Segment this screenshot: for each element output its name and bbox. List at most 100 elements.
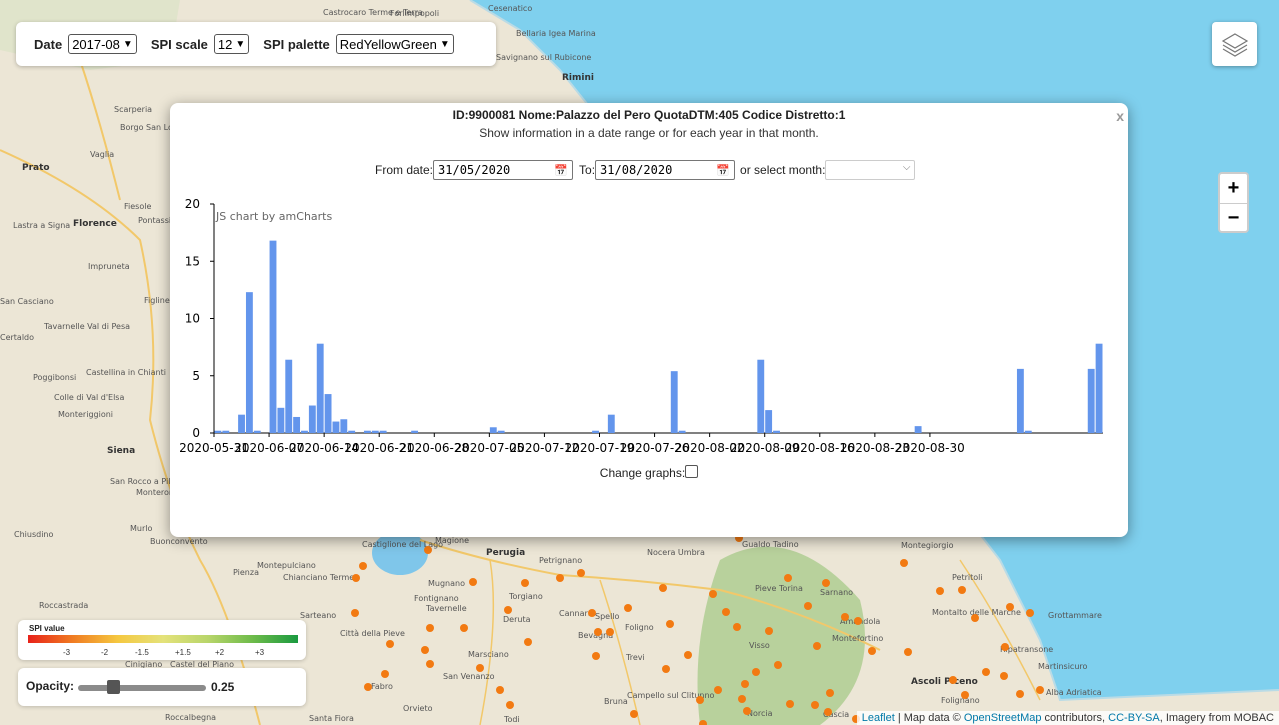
station-marker[interactable] [813, 642, 821, 650]
station-marker[interactable] [699, 720, 707, 725]
bar[interactable] [348, 430, 356, 433]
station-marker[interactable] [496, 686, 504, 694]
station-marker[interactable] [556, 574, 564, 582]
month-select[interactable]: ⌵ [825, 160, 916, 180]
station-marker[interactable] [386, 640, 394, 648]
station-marker[interactable] [460, 624, 468, 632]
bar[interactable] [1087, 368, 1095, 433]
bar[interactable] [607, 414, 615, 433]
station-marker[interactable] [904, 648, 912, 656]
station-marker[interactable] [752, 668, 760, 676]
bar[interactable] [285, 359, 293, 433]
station-marker[interactable] [684, 651, 692, 659]
station-marker[interactable] [738, 695, 746, 703]
bar[interactable] [670, 371, 678, 433]
bar[interactable] [379, 430, 387, 433]
station-marker[interactable] [521, 579, 529, 587]
station-marker[interactable] [421, 646, 429, 654]
station-marker[interactable] [588, 609, 596, 617]
station-marker[interactable] [351, 609, 359, 617]
station-marker[interactable] [824, 708, 832, 716]
station-marker[interactable] [1001, 643, 1009, 651]
station-marker[interactable] [506, 701, 514, 709]
bar[interactable] [773, 430, 780, 433]
spi-scale-select[interactable]: 12 ▼ [213, 34, 250, 54]
station-marker[interactable] [426, 624, 434, 632]
station-marker[interactable] [606, 628, 614, 636]
layers-button[interactable] [1212, 22, 1257, 66]
osm-link[interactable]: OpenStreetMap [963, 712, 1042, 724]
station-marker[interactable] [741, 680, 749, 688]
station-marker[interactable] [786, 700, 794, 708]
station-marker[interactable] [722, 608, 730, 616]
station-marker[interactable] [630, 710, 638, 718]
cc-by-sa-link[interactable]: CC-BY-SA [1108, 712, 1160, 724]
zoom-out-button[interactable]: − [1227, 207, 1240, 229]
station-marker[interactable] [826, 689, 834, 697]
station-marker[interactable] [1000, 672, 1008, 680]
opacity-slider-track[interactable] [78, 685, 206, 691]
station-marker[interactable] [424, 546, 432, 554]
bar[interactable] [245, 292, 253, 433]
station-marker[interactable] [1026, 609, 1034, 617]
station-marker[interactable] [841, 613, 849, 621]
bar[interactable] [411, 430, 419, 433]
station-marker[interactable] [662, 665, 670, 673]
station-marker[interactable] [624, 604, 632, 612]
bar[interactable] [332, 421, 340, 433]
bar[interactable] [497, 430, 505, 433]
bar[interactable] [301, 430, 308, 433]
station-marker[interactable] [504, 606, 512, 614]
station-marker[interactable] [364, 683, 372, 691]
date-select[interactable]: 2017-08 ▼ [68, 34, 137, 54]
station-marker[interactable] [936, 587, 944, 595]
bar[interactable] [316, 343, 324, 433]
bar[interactable] [340, 419, 348, 433]
station-marker[interactable] [811, 701, 819, 709]
station-marker[interactable] [852, 715, 860, 723]
station-marker[interactable] [592, 652, 600, 660]
bar[interactable] [277, 407, 285, 433]
station-marker[interactable] [822, 579, 830, 587]
bar[interactable] [914, 426, 922, 433]
station-marker[interactable] [982, 668, 990, 676]
bar[interactable] [214, 430, 222, 433]
station-marker[interactable] [381, 670, 389, 678]
station-marker[interactable] [709, 590, 717, 598]
bar[interactable] [363, 430, 371, 433]
opacity-slider-thumb[interactable] [107, 680, 120, 694]
from-date-input[interactable]: 31/05/2020 📅 [433, 160, 574, 180]
zoom-in-button[interactable]: + [1220, 174, 1247, 204]
station-marker[interactable] [469, 578, 477, 586]
bar[interactable] [1024, 430, 1032, 433]
bar[interactable] [238, 414, 245, 433]
change-graphs-checkbox[interactable] [685, 465, 699, 478]
bar[interactable] [1095, 343, 1103, 433]
station-marker[interactable] [868, 647, 876, 655]
bar[interactable] [592, 430, 599, 433]
station-marker[interactable] [743, 707, 751, 715]
station-marker[interactable] [352, 574, 360, 582]
bar[interactable] [222, 430, 230, 433]
station-marker[interactable] [524, 638, 532, 646]
station-marker[interactable] [1006, 603, 1014, 611]
bar[interactable] [324, 394, 332, 433]
station-marker[interactable] [659, 584, 667, 592]
station-marker[interactable] [971, 614, 979, 622]
bar[interactable] [1016, 368, 1024, 433]
bar[interactable] [678, 430, 686, 433]
bar[interactable] [765, 410, 773, 433]
station-marker[interactable] [476, 664, 484, 672]
station-marker[interactable] [804, 602, 812, 610]
calendar-icon[interactable]: 📅 [716, 163, 731, 177]
station-marker[interactable] [958, 586, 966, 594]
station-marker[interactable] [961, 691, 969, 699]
station-marker[interactable] [696, 696, 704, 704]
station-marker[interactable] [949, 676, 957, 684]
calendar-icon[interactable]: 📅 [554, 163, 569, 177]
leaflet-link[interactable]: Leaflet [861, 712, 895, 724]
station-marker[interactable] [733, 623, 741, 631]
to-date-input[interactable]: 31/08/2020 📅 [595, 160, 736, 180]
bar[interactable] [293, 416, 301, 433]
station-marker[interactable] [854, 617, 862, 625]
